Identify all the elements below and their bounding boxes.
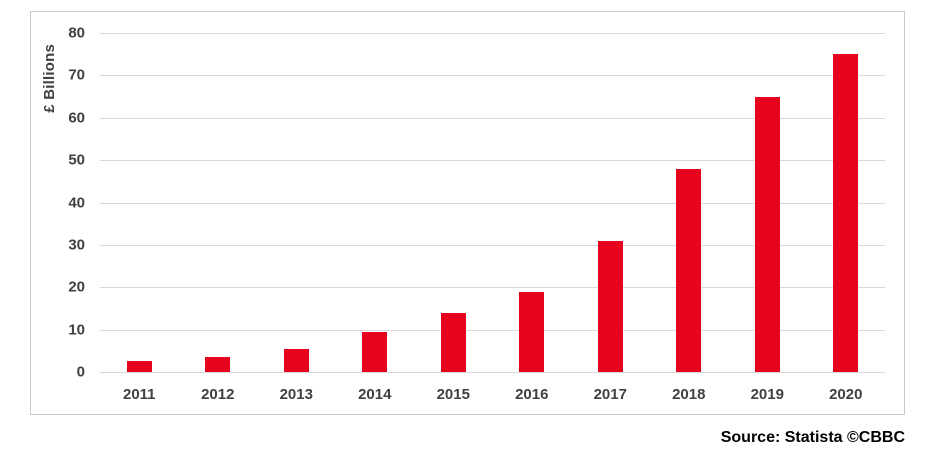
gridline bbox=[100, 117, 885, 119]
y-tick-label: 60 bbox=[68, 109, 85, 127]
gridline bbox=[100, 202, 885, 204]
bar-2011 bbox=[126, 361, 152, 372]
bar-2018 bbox=[676, 168, 702, 372]
y-tick-label: 80 bbox=[68, 24, 85, 42]
x-tick-label: 2012 bbox=[201, 386, 235, 403]
y-axis-tick-labels: 0 10 20 30 40 50 60 70 80 bbox=[31, 26, 85, 380]
gridline bbox=[100, 329, 885, 331]
y-tick-label: 40 bbox=[68, 194, 85, 211]
bar-2016 bbox=[519, 291, 545, 372]
x-tick-label: 2019 bbox=[750, 386, 784, 403]
gridline bbox=[100, 160, 885, 162]
bar-2019 bbox=[754, 96, 780, 372]
y-tick-label: 20 bbox=[68, 278, 85, 296]
bar-2012 bbox=[205, 357, 231, 372]
x-tick-label: 2018 bbox=[672, 386, 706, 403]
plot-area bbox=[100, 33, 885, 373]
y-tick-label: 70 bbox=[68, 66, 85, 84]
bar-2017 bbox=[597, 240, 623, 372]
chart-frame: £ Billions 0 10 20 30 40 50 60 70 80 2011 2012 201… bbox=[30, 11, 905, 415]
x-tick-label: 2013 bbox=[279, 386, 313, 403]
source-credit: Source: Statista ©CBBC bbox=[720, 429, 905, 446]
y-tick-label: 50 bbox=[68, 151, 85, 169]
gridline bbox=[100, 372, 885, 373]
x-tick-label: 2020 bbox=[829, 386, 863, 403]
gridline bbox=[100, 244, 885, 246]
x-tick-label: 2011 bbox=[122, 386, 156, 403]
x-axis-labels: 2011 2012 2013 2014 2015 2016 2017 2018 2019 2020 bbox=[100, 386, 885, 408]
gridline bbox=[100, 287, 885, 289]
y-tick-label: 0 bbox=[76, 363, 85, 381]
x-tick-label: 2014 bbox=[358, 386, 392, 403]
gridline bbox=[100, 33, 885, 34]
bar-2015 bbox=[440, 312, 466, 372]
gridline bbox=[100, 75, 885, 77]
y-tick-label: 30 bbox=[68, 236, 85, 254]
bar-2013 bbox=[283, 348, 309, 372]
x-tick-label: 2015 bbox=[436, 386, 470, 403]
x-tick-label: 2017 bbox=[593, 386, 627, 403]
bar-2014 bbox=[362, 331, 388, 372]
bar-2020 bbox=[833, 54, 859, 372]
y-tick-label: 10 bbox=[68, 321, 85, 339]
x-tick-label: 2016 bbox=[515, 386, 549, 403]
